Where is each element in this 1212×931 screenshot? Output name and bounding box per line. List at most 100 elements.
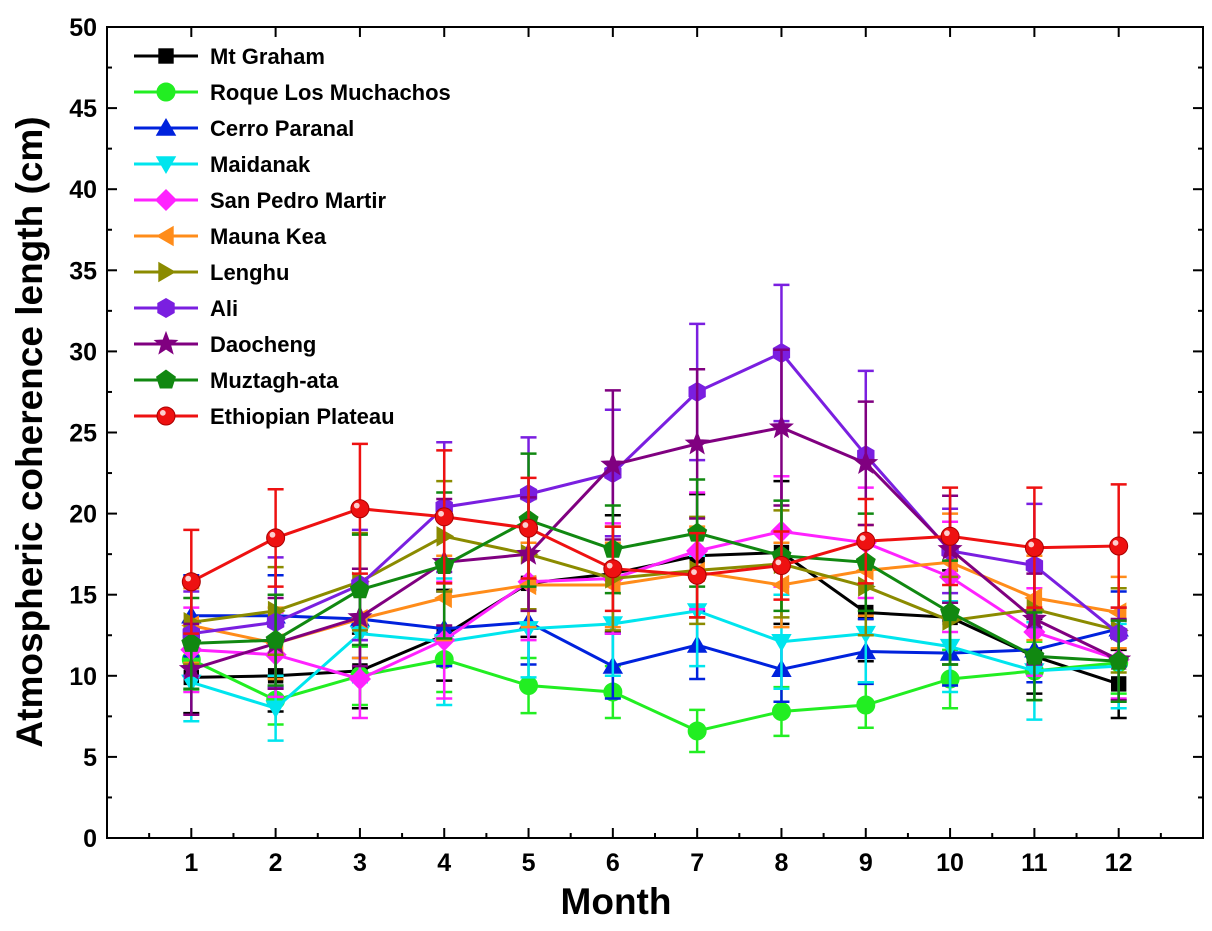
- x-tick-label: 9: [859, 849, 873, 877]
- series-line: [190, 507, 1119, 584]
- data-point-marker: [603, 559, 623, 579]
- marker-highlight: [159, 409, 166, 416]
- legend-label: Ethiopian Plateau: [210, 404, 395, 429]
- data-point-marker: [1024, 538, 1044, 558]
- x-tick-label: 4: [437, 849, 451, 877]
- data-point-marker: [156, 225, 174, 247]
- y-tick-label: 15: [69, 582, 97, 610]
- data-point-marker: [771, 701, 791, 721]
- legend-item: Mt Graham: [134, 44, 325, 69]
- data-point-marker: [519, 518, 539, 538]
- marker-highlight: [691, 569, 697, 575]
- data-point-marker: [856, 531, 876, 551]
- data-point-marker: [1108, 650, 1129, 670]
- x-tick-label: 6: [606, 849, 620, 877]
- x-tick-label: 3: [353, 849, 367, 877]
- series-line: [191, 351, 1120, 636]
- data-point-marker: [155, 156, 177, 174]
- marker-highlight: [606, 562, 613, 569]
- legend-item: Muztagh-ata: [134, 368, 339, 393]
- legend-item: Daocheng: [134, 330, 316, 357]
- series-line: [190, 658, 1119, 733]
- legend-item: Lenghu: [134, 260, 289, 285]
- x-tick-label: 12: [1105, 849, 1133, 877]
- data-point-marker: [156, 369, 176, 389]
- marker-highlight: [185, 575, 192, 582]
- data-point-marker: [856, 695, 876, 715]
- legend-item: Mauna Kea: [134, 224, 327, 249]
- marker-highlight: [269, 531, 276, 538]
- data-point-marker: [1024, 645, 1045, 665]
- legend-label: Roque Los Muchachos: [210, 80, 451, 105]
- x-tick-label: 1: [184, 849, 198, 877]
- y-tick-label: 10: [69, 663, 97, 691]
- series-line: [191, 529, 1120, 681]
- x-tick-label: 5: [522, 849, 536, 877]
- legend: Mt Graham Roque Los Muchachos Cerro Parana…: [134, 44, 451, 429]
- legend-item: Maidanak: [134, 152, 311, 177]
- data-point-marker: [687, 721, 707, 741]
- x-tick-label: 7: [690, 849, 704, 877]
- series-line: [191, 614, 1120, 671]
- data-point-marker: [155, 118, 177, 136]
- x-tick-label: 11: [1021, 849, 1048, 877]
- data-point-marker: [771, 634, 792, 652]
- legend-label: Muztagh-ata: [210, 368, 339, 393]
- legend-label: Maidanak: [210, 152, 311, 177]
- x-tick-label: 8: [775, 849, 789, 877]
- y-tick-label: 30: [69, 338, 97, 366]
- x-axis-label: Month: [561, 881, 672, 922]
- y-tick-label: 40: [69, 176, 97, 204]
- data-point-marker: [153, 330, 179, 355]
- legend-item: San Pedro Martir: [134, 188, 386, 213]
- legend-label: Cerro Paranal: [210, 116, 354, 141]
- data-point-marker: [156, 406, 176, 426]
- data-point-marker: [519, 676, 539, 696]
- x-tick-label: 10: [936, 849, 964, 877]
- data-point-marker: [684, 430, 710, 455]
- legend-item: Cerro Paranal: [134, 116, 354, 141]
- legend-label: Mt Graham: [210, 44, 325, 69]
- x-tick-label: 2: [269, 849, 283, 877]
- marker-highlight: [1112, 540, 1119, 546]
- data-point-marker: [600, 451, 626, 476]
- marker-highlight: [1028, 541, 1035, 548]
- marker-highlight: [353, 502, 360, 509]
- y-tick-label: 20: [69, 501, 97, 529]
- legend-label: Ali: [210, 296, 238, 321]
- data-point-marker: [266, 528, 286, 548]
- data-point-marker: [434, 507, 454, 527]
- data-point-marker: [348, 667, 372, 691]
- y-tick-label: 25: [69, 420, 97, 448]
- series-layer: [178, 283, 1132, 754]
- data-point-marker: [154, 188, 178, 212]
- data-point-marker: [181, 632, 202, 652]
- marker-highlight: [944, 530, 950, 537]
- data-point-marker: [771, 556, 791, 576]
- marker-highlight: [775, 559, 782, 566]
- data-point-marker: [158, 48, 174, 64]
- legend-label: Lenghu: [210, 260, 289, 285]
- series-ethiopian-plateau: [181, 442, 1129, 635]
- data-point-marker: [157, 298, 175, 318]
- data-point-marker: [265, 629, 286, 649]
- legend-item: Ethiopian Plateau: [134, 404, 395, 429]
- marker-highlight: [438, 510, 444, 517]
- data-point-marker: [156, 82, 176, 102]
- y-tick-label: 45: [69, 95, 97, 123]
- y-tick-label: 35: [69, 257, 97, 285]
- data-point-marker: [1109, 536, 1129, 556]
- data-point-marker: [687, 565, 707, 585]
- series-san-pedro-martir: [180, 475, 1130, 720]
- y-tick-label: 50: [69, 14, 97, 42]
- y-tick-label: 0: [83, 825, 97, 853]
- marker-highlight: [522, 522, 529, 528]
- data-point-marker: [853, 450, 879, 474]
- data-point-marker: [350, 499, 370, 519]
- data-point-marker: [768, 414, 794, 439]
- legend-item: Roque Los Muchachos: [134, 80, 451, 105]
- data-point-marker: [940, 526, 960, 546]
